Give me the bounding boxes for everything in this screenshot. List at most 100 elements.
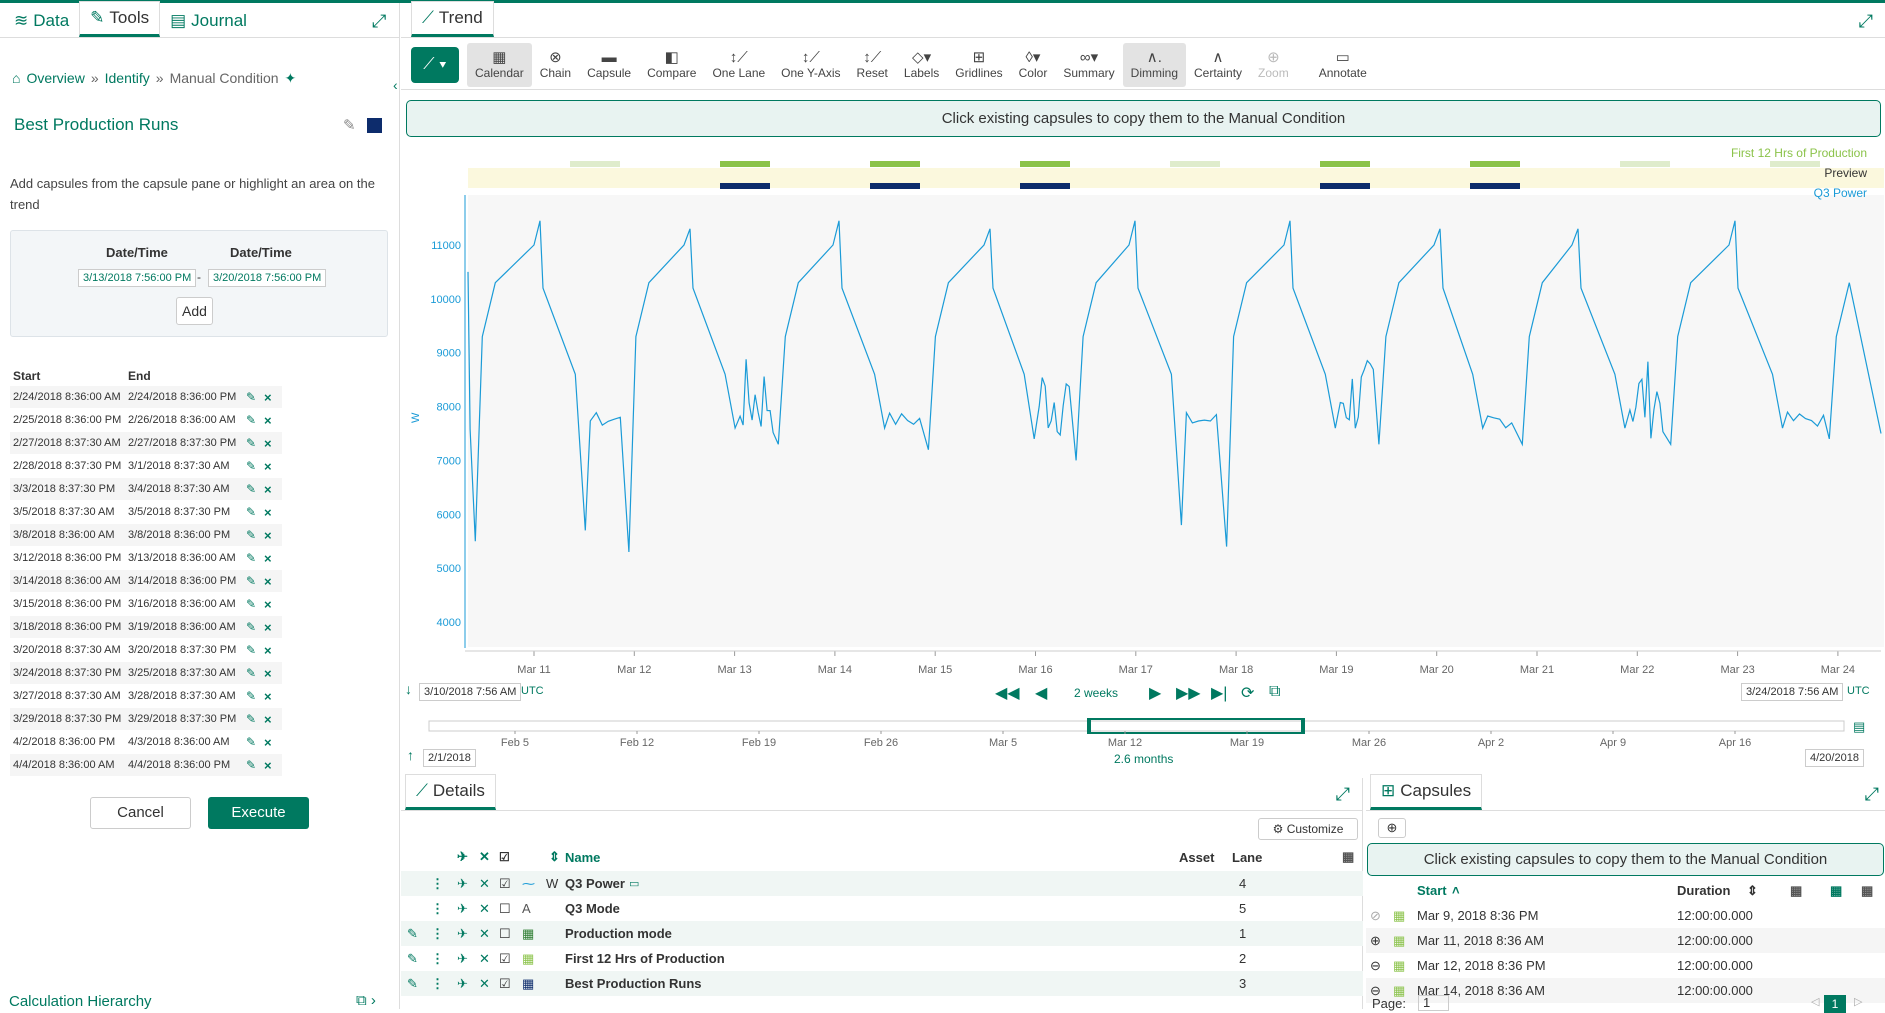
arrow-up-icon[interactable]: ↑ — [407, 747, 414, 763]
series-q3-power[interactable] — [467, 220, 1882, 553]
tab-capsules[interactable]: ⊞ Capsules — [1370, 774, 1483, 810]
arrow-down-icon[interactable]: ↓ — [405, 681, 412, 697]
cancel-button[interactable]: Cancel — [90, 797, 191, 829]
refresh-icon[interactable]: ⟳ — [1241, 685, 1255, 702]
tool-one-y-axis[interactable]: ↕⟋ One Y-Axis — [773, 43, 848, 87]
checkbox[interactable]: ☐ — [499, 900, 511, 916]
checkbox[interactable]: ☐ — [499, 925, 511, 941]
auto-update-icon[interactable]: ⧉ — [1269, 683, 1281, 700]
capsule-action-icon[interactable]: ⊖ — [1370, 982, 1381, 998]
best-run-capsule[interactable] — [1470, 183, 1520, 189]
edit-pencil-icon[interactable]: ✎ — [246, 528, 257, 542]
tool-certainty[interactable]: ∧ Certainty — [1186, 43, 1250, 87]
column-settings-icon[interactable]: ▦ — [1790, 883, 1803, 898]
add-button[interactable]: Add — [176, 297, 213, 325]
navbar-track[interactable] — [428, 720, 1845, 732]
execute-button[interactable]: Execute — [208, 797, 309, 829]
remove-icon[interactable]: ✕ — [479, 875, 490, 891]
nav-end-field[interactable]: 4/20/2018 — [1805, 749, 1864, 767]
edit-pencil-icon[interactable]: ✎ — [246, 413, 257, 427]
collapse-icon[interactable]: ‹ — [393, 77, 398, 93]
remove-icon[interactable]: ✕ — [479, 925, 490, 941]
item-name[interactable]: First 12 Hrs of Production — [565, 951, 725, 966]
delete-x-icon[interactable]: × — [264, 458, 272, 474]
remove-icon[interactable]: ✕ — [479, 950, 490, 966]
first12-capsule[interactable] — [570, 161, 620, 167]
best-run-capsule[interactable] — [1320, 183, 1370, 189]
table-row[interactable]: ⋮ ✈ ✕ ☐ A Q3 Mode 5 — [401, 896, 1363, 921]
end-date-field[interactable]: 3/20/2018 7:56:00 PM — [208, 269, 327, 287]
capsule-action-icon[interactable]: ⊘ — [1370, 907, 1381, 923]
delete-x-icon[interactable]: × — [264, 527, 272, 543]
tab-journal[interactable]: ▤ Journal — [160, 5, 257, 37]
comment-icon[interactable]: ▭ — [629, 878, 640, 890]
rocket-icon[interactable]: ✈ — [457, 875, 468, 891]
rocket-icon[interactable]: ✈ — [457, 925, 468, 941]
checkbox[interactable]: ☑ — [499, 875, 511, 891]
item-name[interactable]: Production mode — [565, 926, 672, 941]
capsule-action-icon[interactable]: ⊕ — [1370, 932, 1381, 948]
range-label[interactable]: 2 weeks — [1074, 686, 1119, 700]
name-header[interactable]: Name — [565, 849, 601, 865]
edit-pencil-icon[interactable]: ✎ — [246, 666, 257, 680]
zoom-in-icon[interactable]: ⊕ — [1378, 818, 1406, 838]
trend-chart[interactable]: First 12 Hrs of Production Preview Q3 Powe… — [401, 141, 1885, 781]
tool-labels[interactable]: ◇▾ Labels — [896, 43, 947, 87]
tool-calendar[interactable]: ▦ Calendar — [467, 42, 532, 87]
first12-capsule[interactable] — [1170, 161, 1220, 167]
delete-x-icon[interactable]: × — [264, 734, 272, 750]
more-menu-icon[interactable]: ⋮ — [431, 975, 444, 991]
expand-icon[interactable]: ⤢ — [1864, 784, 1879, 804]
timezone[interactable]: UTC — [521, 685, 544, 697]
expand-icon[interactable]: ⤢ — [1335, 784, 1350, 804]
tool-dimming[interactable]: ∧. Dimming — [1122, 42, 1187, 87]
delete-x-icon[interactable]: × — [264, 619, 272, 635]
first12-capsule[interactable] — [1320, 161, 1370, 167]
tool-summary[interactable]: ∞▾ Summary — [1055, 43, 1122, 87]
popout-icon[interactable]: ⧉ › — [356, 992, 376, 1009]
table-row[interactable]: ⋮ ✈ ✕ ☑ ⁓ W Q3 Power ▭ 4 — [401, 871, 1363, 896]
delete-x-icon[interactable]: × — [264, 757, 272, 773]
navigation-bar[interactable]: Feb 5 Feb 12 Feb 19 Feb 26 Mar 5 Mar 12 Mar 19… — [401, 706, 1885, 756]
capsule-row[interactable]: ⊖ ▦ Mar 12, 2018 8:36 PM 12:00:00.000 — [1366, 953, 1885, 978]
delete-x-icon[interactable]: × — [264, 573, 272, 589]
lane-header[interactable]: Lane — [1232, 849, 1263, 865]
current-page[interactable]: 1 — [1824, 995, 1846, 1013]
step-forward-far-icon[interactable]: ▶▶ — [1176, 685, 1201, 702]
delete-x-icon[interactable]: × — [264, 550, 272, 566]
capsule-row[interactable]: ⊖ ▦ Mar 14, 2018 8:36 AM 12:00:00.000 — [1366, 978, 1885, 1003]
tool-one-lane[interactable]: ↕⟋ One Lane — [704, 43, 773, 87]
delete-x-icon[interactable]: × — [264, 596, 272, 612]
duration-header[interactable]: Duration — [1677, 883, 1731, 898]
delete-x-icon[interactable]: × — [264, 389, 272, 405]
edit-pencil-icon[interactable]: ✎ — [407, 975, 418, 991]
color-swatch[interactable] — [367, 118, 382, 133]
tool-color[interactable]: ◊▾ Color — [1011, 43, 1056, 87]
sort-asc-icon[interactable]: ˄ — [1452, 883, 1460, 898]
prev-page-icon[interactable]: ◁ — [1811, 996, 1820, 1008]
sort-icon[interactable]: ⇕ — [549, 849, 560, 864]
tool-gridlines[interactable]: ⊞ Gridlines — [947, 43, 1010, 87]
delete-x-icon[interactable]: × — [264, 481, 272, 497]
step-back-far-icon[interactable]: ◀◀ — [995, 685, 1020, 702]
delete-x-icon[interactable]: × — [264, 642, 272, 658]
export-icon[interactable]: ▦ — [1861, 883, 1874, 898]
edit-pencil-icon[interactable]: ✎ — [246, 643, 257, 657]
step-forward-icon[interactable]: ▶ — [1149, 685, 1162, 702]
rocket-icon[interactable]: ✈ — [457, 950, 468, 966]
capsule-row[interactable]: ⊕ ▦ Mar 11, 2018 8:36 AM 12:00:00.000 — [1366, 928, 1885, 953]
navbar-capsule-icon[interactable]: ▤ — [1853, 719, 1865, 734]
delete-x-icon[interactable]: × — [264, 665, 272, 681]
expand-icon[interactable]: ⤢ — [1858, 11, 1873, 31]
edit-pencil-icon[interactable]: ✎ — [246, 689, 257, 703]
edit-pencil-icon[interactable]: ✎ — [246, 436, 257, 450]
table-row[interactable]: ✎ ⋮ ✈ ✕ ☑ ▦ First 12 Hrs of Production 2 — [401, 946, 1363, 971]
next-page-icon[interactable]: ▷ — [1854, 996, 1863, 1008]
edit-pencil-icon[interactable]: ✎ — [246, 574, 257, 588]
customize-button[interactable]: ⚙ Customize — [1258, 818, 1358, 840]
selection-handle-left[interactable] — [1087, 718, 1091, 734]
edit-pencil-icon[interactable]: ✎ — [407, 950, 418, 966]
tab-tools[interactable]: ✎ Tools — [79, 1, 161, 37]
remove-icon[interactable]: ✕ — [479, 975, 490, 991]
tool-compare[interactable]: ◧ Compare — [639, 43, 704, 87]
